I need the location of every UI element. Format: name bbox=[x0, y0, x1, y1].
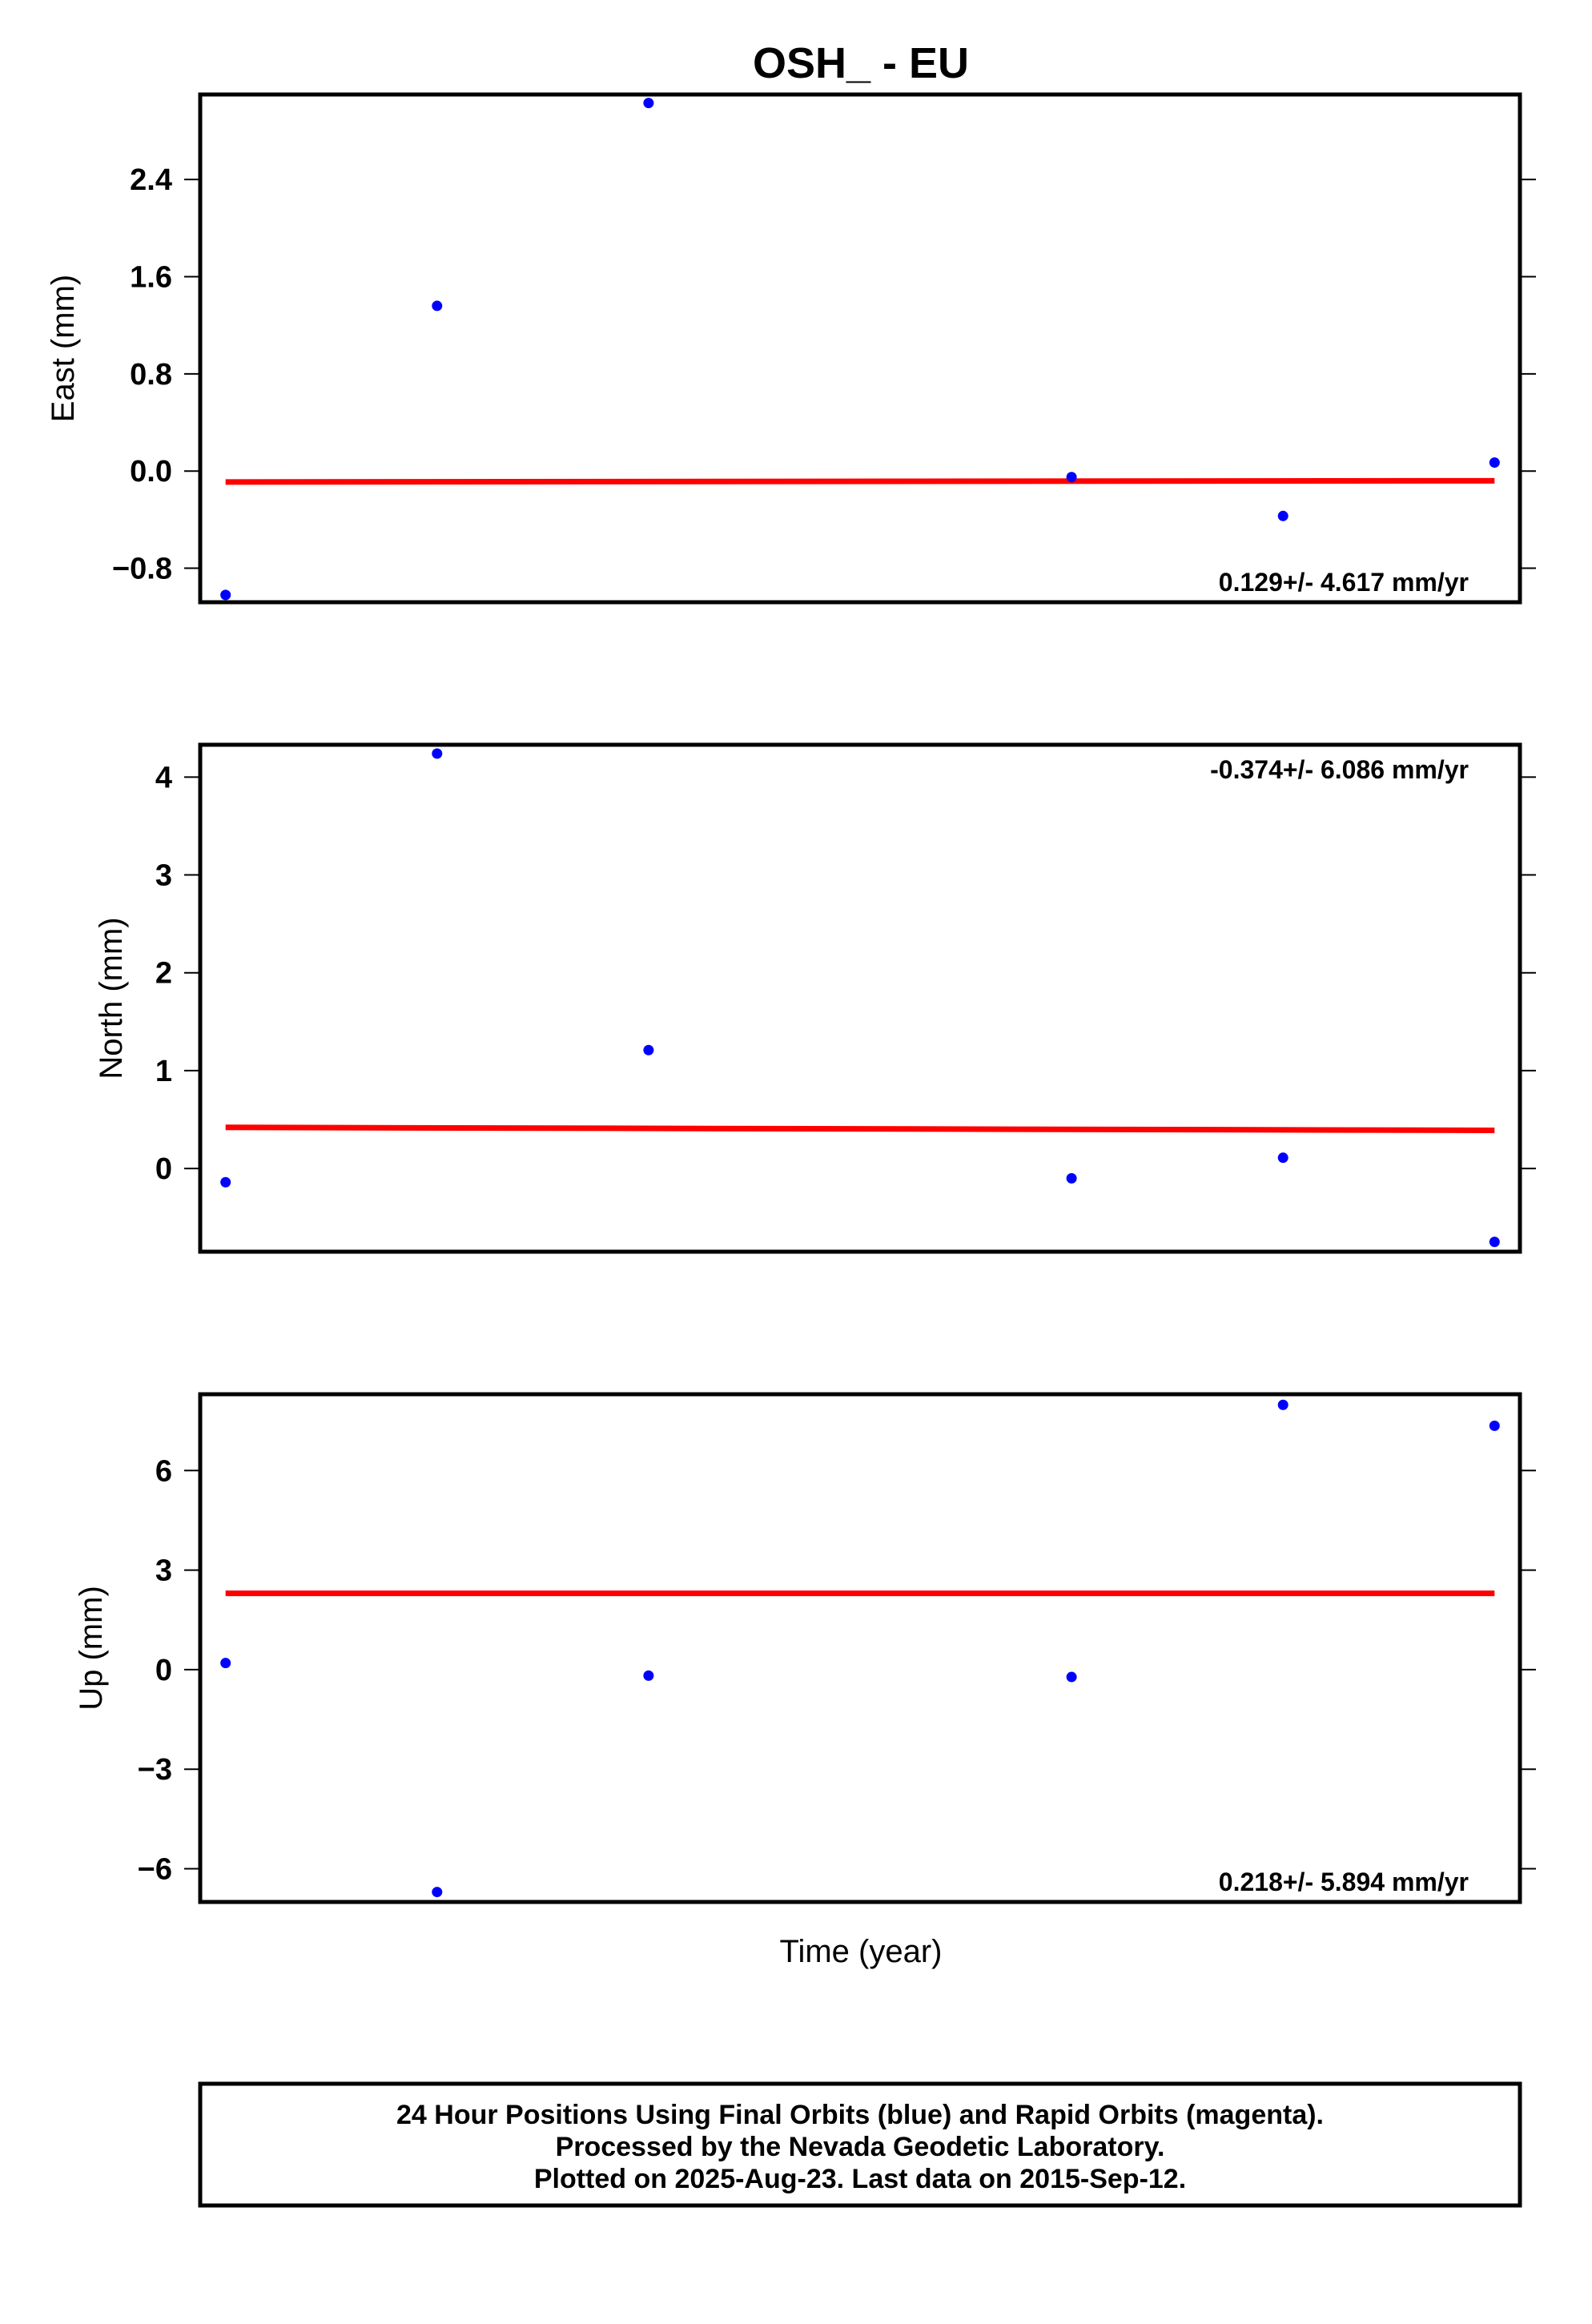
data-point bbox=[1277, 1399, 1288, 1410]
x-axis-label: Time (year) bbox=[780, 1934, 943, 1969]
data-point bbox=[643, 1044, 654, 1055]
data-point bbox=[220, 1176, 231, 1188]
panel-2: 0 1 2 3 4 North (mm) -0.374+/- 6.086 mm/yr bbox=[94, 742, 1536, 1254]
y-tick-label: 0 bbox=[155, 1152, 172, 1186]
y-tick-label: −0.8 bbox=[112, 553, 172, 586]
y-tick-label: 2 bbox=[155, 957, 172, 991]
data-point bbox=[643, 1670, 654, 1681]
panels: −0.8 0.0 0.8 1.6 2.4 East (mm) 0.129+/- 4.617 … bbox=[46, 92, 1536, 1904]
panel-1: −0.8 0.0 0.8 1.6 2.4 East (mm) 0.129+/- 4.617 … bbox=[46, 92, 1536, 605]
y-tick-label: −6 bbox=[138, 1853, 172, 1887]
data-point bbox=[1277, 510, 1288, 521]
y-axis-label: North (mm) bbox=[94, 917, 129, 1079]
rate-label: -0.374+/- 6.086 mm/yr bbox=[1210, 755, 1469, 784]
data-point bbox=[1066, 1172, 1077, 1184]
data-point bbox=[1066, 472, 1077, 483]
data-point bbox=[220, 1658, 231, 1669]
y-tick-label: 3 bbox=[155, 1554, 172, 1588]
rate-label: 0.218+/- 5.894 mm/yr bbox=[1219, 1868, 1469, 1896]
y-tick-label: 1 bbox=[155, 1055, 172, 1088]
data-point bbox=[1277, 1152, 1288, 1164]
data-point bbox=[432, 300, 443, 312]
fit-line bbox=[225, 477, 1495, 485]
y-tick-label: 0 bbox=[155, 1654, 172, 1687]
data-point bbox=[432, 748, 443, 759]
data-point bbox=[1066, 1671, 1077, 1683]
caption-line-3: Plotted on 2025-Aug-23. Last data on 201… bbox=[534, 2164, 1186, 2194]
caption-box: 24 Hour Positions Using Final Orbits (bl… bbox=[198, 2081, 1522, 2208]
y-tick-label: 0.0 bbox=[130, 455, 172, 489]
y-tick-label: 4 bbox=[155, 761, 172, 794]
data-point bbox=[643, 98, 654, 109]
rate-label: 0.129+/- 4.617 mm/yr bbox=[1219, 568, 1469, 597]
y-tick-label: 1.6 bbox=[130, 261, 172, 295]
panel-3: −6 −3 0 3 6 Up (mm) 0.218+/- 5.894 mm/yr bbox=[74, 1392, 1536, 1904]
y-tick-label: 6 bbox=[155, 1454, 172, 1488]
plot-frame bbox=[198, 1392, 1522, 1904]
y-tick-label: −3 bbox=[138, 1753, 172, 1787]
data-point bbox=[1489, 1420, 1500, 1431]
y-axis-label: East (mm) bbox=[46, 275, 81, 422]
caption-line-1: 24 Hour Positions Using Final Orbits (bl… bbox=[396, 2100, 1324, 2130]
caption-line-2: Processed by the Nevada Geodetic Laborat… bbox=[556, 2132, 1165, 2162]
y-axis-label: Up (mm) bbox=[74, 1586, 109, 1711]
data-point bbox=[220, 589, 231, 601]
data-point bbox=[1489, 457, 1500, 468]
data-point bbox=[432, 1887, 443, 1898]
chart-title: OSH_ - EU bbox=[753, 39, 969, 87]
y-tick-label: 3 bbox=[155, 859, 172, 893]
caption-frame bbox=[198, 2081, 1522, 2208]
y-tick-label: 2.4 bbox=[130, 163, 172, 197]
data-point bbox=[1489, 1236, 1500, 1248]
y-tick-label: 0.8 bbox=[130, 358, 172, 392]
fit-line bbox=[225, 1124, 1495, 1133]
plot-frame bbox=[198, 92, 1522, 605]
plot-frame bbox=[198, 742, 1522, 1254]
